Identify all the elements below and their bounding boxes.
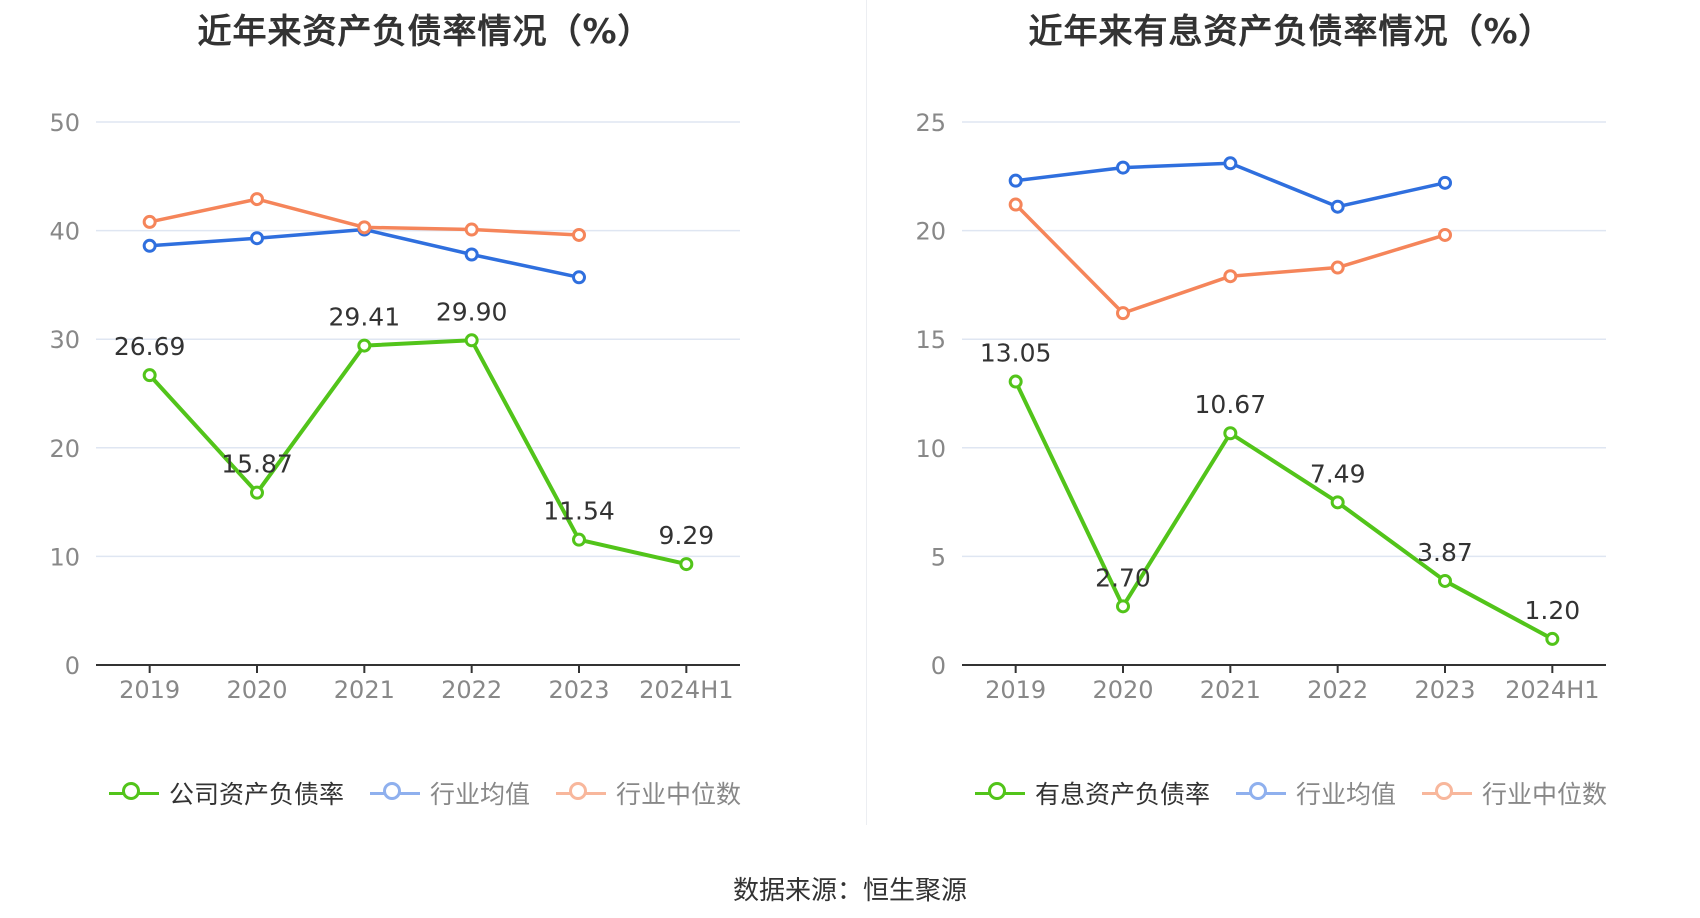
y-tick-label: 50 xyxy=(49,109,80,137)
series-company-point[interactable] xyxy=(1438,573,1452,588)
legend-line-icon xyxy=(974,780,1025,806)
x-tick-label: 2024H1 xyxy=(1505,676,1599,704)
series-median-point[interactable] xyxy=(250,192,264,207)
chart-panel-right: 近年来有息资产负债率情况（%） 0 5 10 15 20 25 2019 2020 2021 20… xyxy=(866,0,1700,830)
series-company-point[interactable] xyxy=(464,333,479,348)
panel-divider xyxy=(866,0,867,825)
data-label: 1.20 xyxy=(1524,596,1580,625)
x-tick-label: 2024H1 xyxy=(639,676,733,704)
chart-title: 近年来资产负债率情况（%） xyxy=(197,12,653,52)
legend-item-company[interactable]: 公司资产负债率 xyxy=(108,775,344,811)
series-company-point[interactable] xyxy=(1116,599,1130,614)
series-company-point[interactable] xyxy=(250,485,264,500)
legend-item-avg[interactable]: 行业均值 xyxy=(369,775,530,811)
data-source-note: 数据来源：恒生聚源 xyxy=(732,876,967,906)
series-avg-point[interactable] xyxy=(1223,156,1238,171)
series-avg-point[interactable] xyxy=(1008,173,1023,188)
data-label: 29.90 xyxy=(436,297,508,326)
series-median-point[interactable] xyxy=(1116,306,1130,321)
series-avg-point[interactable] xyxy=(1116,160,1130,175)
legend-item-median[interactable]: 行业中位数 xyxy=(1422,775,1607,811)
line-chart-debt-ratio: 0 10 20 30 40 50 2019 2020 2021 2022 2023 2024H1 26.… xyxy=(49,109,740,704)
y-tick-label: 20 xyxy=(915,218,946,246)
y-tick-label: 40 xyxy=(49,218,80,246)
legend-line-icon xyxy=(108,780,159,806)
x-tick-label: 2020 xyxy=(1092,676,1153,704)
y-tick-label: 25 xyxy=(915,109,946,137)
x-tick-label: 2020 xyxy=(226,676,287,704)
series-company-point[interactable] xyxy=(1330,495,1345,510)
series-median-point[interactable] xyxy=(464,222,479,237)
x-tick-label: 2023 xyxy=(548,676,609,704)
series-company-point[interactable] xyxy=(1008,374,1023,389)
series-median-point[interactable] xyxy=(572,227,586,242)
y-tick-label: 15 xyxy=(915,326,946,354)
data-label: 13.05 xyxy=(980,339,1052,368)
series-company-point[interactable] xyxy=(572,532,586,547)
series-median-point[interactable] xyxy=(1223,269,1238,284)
series-company-point[interactable] xyxy=(142,368,157,383)
data-label: 7.49 xyxy=(1310,459,1366,488)
legend-item-company[interactable]: 有息资产负债率 xyxy=(974,775,1210,811)
series-company-point[interactable] xyxy=(1223,426,1238,441)
legend-item-avg[interactable]: 行业均值 xyxy=(1235,775,1396,811)
series-company-point[interactable] xyxy=(1545,631,1560,646)
legend: 有息资产负债率 行业均值 行业中位数 xyxy=(866,775,1700,811)
series-avg-point[interactable] xyxy=(572,270,586,285)
x-tick-label: 2019 xyxy=(985,676,1046,704)
data-label: 3.87 xyxy=(1417,538,1473,567)
y-tick-label: 0 xyxy=(931,652,946,680)
series-median-point[interactable] xyxy=(142,214,157,229)
y-tick-label: 0 xyxy=(65,652,80,680)
data-label: 10.67 xyxy=(1195,390,1267,419)
legend-label: 有息资产负债率 xyxy=(1034,780,1210,809)
series-avg-line xyxy=(149,227,580,280)
series-company-point[interactable] xyxy=(357,338,372,353)
legend-label: 行业均值 xyxy=(429,780,530,809)
legend-label: 行业中位数 xyxy=(616,780,742,809)
y-tick-label: 30 xyxy=(49,326,80,354)
x-tick-label: 2022 xyxy=(441,676,502,704)
series-company-point[interactable] xyxy=(679,557,694,572)
legend-item-median[interactable]: 行业中位数 xyxy=(556,775,741,811)
series-avg-point[interactable] xyxy=(1438,175,1452,190)
chart-title: 近年来有息资产负债率情况（%） xyxy=(1028,12,1554,52)
legend-label: 公司资产负债率 xyxy=(168,780,344,809)
y-tick-label: 20 xyxy=(49,435,80,463)
legend-line-icon xyxy=(369,780,420,806)
legend-line-icon xyxy=(1235,780,1286,806)
legend-label: 行业均值 xyxy=(1295,780,1396,809)
legend-line-icon xyxy=(556,780,606,806)
series-company-line xyxy=(1013,380,1554,641)
series-avg-point[interactable] xyxy=(1330,199,1345,214)
x-tick-label: 2021 xyxy=(1200,676,1261,704)
data-label: 15.87 xyxy=(221,450,293,479)
x-tick-label: 2019 xyxy=(119,676,180,704)
y-tick-label: 10 xyxy=(915,435,946,463)
data-label: 11.54 xyxy=(543,497,615,526)
legend-label: 行业中位数 xyxy=(1482,780,1608,809)
data-label: 26.69 xyxy=(114,332,186,361)
line-chart-interest-debt-ratio: 0 5 10 15 20 25 2019 2020 2021 2022 2023 2024H1 13.0… xyxy=(915,109,1606,704)
x-tick-label: 2022 xyxy=(1307,676,1368,704)
series-median-point[interactable] xyxy=(1438,227,1452,242)
data-label: 9.29 xyxy=(658,521,714,550)
series-median-point[interactable] xyxy=(1330,260,1345,275)
legend: 公司资产负债率 行业均值 行业中位数 xyxy=(0,775,850,811)
series-avg-point[interactable] xyxy=(142,238,157,253)
x-tick-label: 2021 xyxy=(334,676,395,704)
series-median-point[interactable] xyxy=(357,220,372,235)
data-label: 2.70 xyxy=(1095,563,1151,592)
series-company-line xyxy=(148,338,687,567)
series-avg-point[interactable] xyxy=(250,231,264,246)
x-tick-label: 2023 xyxy=(1414,676,1475,704)
y-tick-label: 10 xyxy=(49,543,80,571)
chart-panel-left: 近年来资产负债率情况（%） 0 10 20 30 40 50 2019 2020 2021 202… xyxy=(0,0,850,830)
legend-line-icon xyxy=(1422,780,1472,806)
y-tick-label: 5 xyxy=(931,543,946,571)
series-median-point[interactable] xyxy=(1008,197,1023,212)
data-label: 29.41 xyxy=(329,303,401,332)
series-avg-point[interactable] xyxy=(464,247,479,262)
series-median-line xyxy=(1014,203,1446,315)
